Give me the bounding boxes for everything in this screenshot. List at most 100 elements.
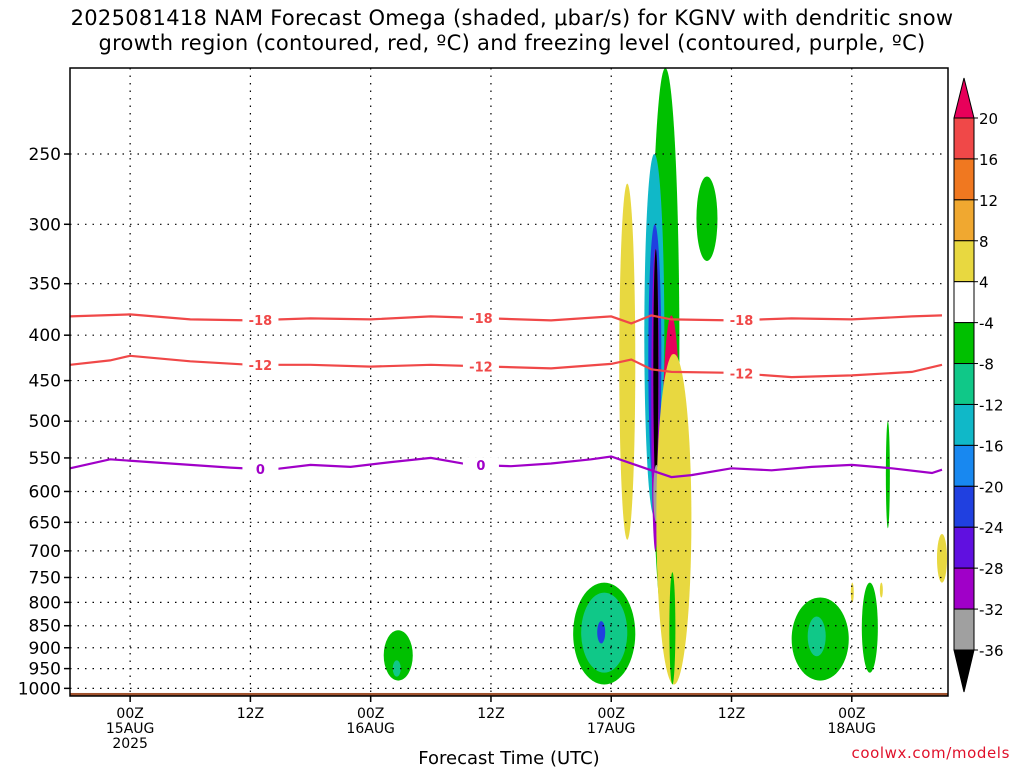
colorbar-segment bbox=[953, 403, 975, 446]
colorbar-segment bbox=[953, 485, 975, 528]
x-axis-title: Forecast Time (UTC) bbox=[418, 748, 599, 768]
colorbar: 20 16 12 8 4 -4 -8 -12 -16 -20 -24 -28 -32 -36 bbox=[953, 77, 1004, 693]
shade-yellow-small-b bbox=[879, 582, 883, 598]
colorbar-label: -36 bbox=[979, 642, 1004, 660]
chart-title-line-2: growth region (contoured, red, ºC) and f… bbox=[98, 31, 926, 55]
contour-label-bg bbox=[462, 358, 499, 375]
shade-teal-day16 bbox=[392, 660, 401, 677]
colorbar-label: 8 bbox=[979, 233, 989, 251]
y-tick-label: 700 bbox=[29, 542, 61, 562]
shade-yellow-left-band bbox=[619, 183, 636, 540]
terrain-fill bbox=[70, 692, 948, 696]
y-tick-label: 1000 bbox=[18, 679, 61, 699]
contour-label: -12 bbox=[469, 360, 493, 375]
shade-yellow-right-edge bbox=[936, 534, 947, 583]
contour-minus18-0: -18 -18 -18 bbox=[69, 310, 943, 329]
colorbar-label: -4 bbox=[979, 315, 994, 333]
contour-minus12-1: -12 -12 -12 bbox=[69, 354, 943, 383]
colorbar-segment bbox=[953, 199, 975, 242]
shade-teal-day18 bbox=[807, 616, 826, 657]
colorbar-segment bbox=[953, 363, 975, 405]
shade-green-sliver-right bbox=[885, 421, 890, 529]
x-tick-label: 2025 bbox=[112, 736, 148, 752]
colorbar-segment bbox=[953, 158, 975, 201]
contour-label: -18 bbox=[730, 314, 754, 329]
contour-label-bg bbox=[462, 310, 499, 327]
y-tick-label: 650 bbox=[29, 513, 61, 533]
contour-line bbox=[69, 455, 943, 479]
y-tick-label: 600 bbox=[29, 482, 61, 502]
x-tick-label: 12Z bbox=[237, 706, 264, 722]
contour-label-bg bbox=[242, 312, 279, 329]
y-tick-label: 800 bbox=[29, 593, 61, 613]
colorbar-segment bbox=[953, 567, 975, 610]
y-tick-label: 750 bbox=[29, 568, 61, 588]
colorbar-segment bbox=[953, 608, 975, 651]
colorbar-segment bbox=[953, 281, 975, 324]
shade-green-day16 bbox=[383, 630, 413, 681]
colorbar-segment bbox=[953, 444, 975, 487]
contour-label-bg bbox=[723, 365, 760, 382]
plot-frame bbox=[69, 67, 949, 697]
shade-green-day18-right bbox=[861, 582, 878, 673]
contour-label: 0 bbox=[256, 463, 265, 478]
x-tick-label: 18AUG bbox=[828, 721, 877, 737]
shade-black-core bbox=[653, 249, 659, 485]
contour-label-bg bbox=[242, 461, 279, 478]
y-tick-label: 900 bbox=[29, 639, 61, 659]
x-tick-label: 00Z bbox=[357, 706, 384, 722]
contour-label: -18 bbox=[249, 314, 273, 329]
colorbar-label: 12 bbox=[979, 192, 998, 210]
x-tick-label: 15AUG bbox=[106, 721, 155, 737]
omega-shading bbox=[383, 68, 947, 685]
contour-label-bg bbox=[462, 457, 499, 474]
contour-label: -12 bbox=[730, 368, 754, 383]
shade-yellow-right-band bbox=[656, 353, 692, 685]
y-tick-label: 950 bbox=[29, 660, 61, 680]
colorbar-label: -16 bbox=[979, 437, 1004, 455]
colorbar-label: -24 bbox=[979, 519, 1004, 537]
colorbar-segment bbox=[953, 117, 975, 160]
colorbar-arrow-top bbox=[953, 77, 975, 119]
contour-label: 0 bbox=[476, 459, 485, 474]
colorbar-segment bbox=[953, 322, 975, 365]
shade-yellow-small-a bbox=[850, 582, 854, 603]
y-axis: 2503003504004505005506006507007508008509… bbox=[18, 145, 70, 699]
contour-line bbox=[69, 354, 943, 379]
shade-green-blob-upper-right bbox=[696, 176, 718, 262]
y-tick-label: 350 bbox=[29, 275, 61, 295]
colorbar-label: 16 bbox=[979, 151, 998, 169]
x-tick-label: 12Z bbox=[718, 706, 745, 722]
shade-blue-lower-left bbox=[597, 621, 606, 644]
colorbar-label: -12 bbox=[979, 396, 1004, 414]
x-tick-label: 00Z bbox=[838, 706, 865, 722]
y-tick-label: 850 bbox=[29, 617, 61, 637]
credit-link[interactable]: coolwx.com/models bbox=[851, 744, 1010, 762]
plot-area bbox=[70, 68, 948, 696]
colorbar-label: 4 bbox=[979, 274, 989, 292]
y-tick-label: 550 bbox=[29, 449, 61, 469]
colorbar-label: -32 bbox=[979, 601, 1004, 619]
y-tick-label: 250 bbox=[29, 145, 61, 165]
chart-title-line-1: 2025081418 NAM Forecast Omega (shaded, μ… bbox=[70, 6, 954, 30]
colorbar-label: 20 bbox=[979, 110, 998, 128]
contour-label-bg bbox=[242, 356, 279, 373]
contour-label-bg bbox=[723, 312, 760, 329]
x-tick-label: 12Z bbox=[477, 706, 504, 722]
x-tick-label: 00Z bbox=[598, 706, 625, 722]
colorbar-label: -8 bbox=[979, 356, 994, 374]
contour-label: -18 bbox=[469, 312, 493, 327]
y-tick-label: 500 bbox=[29, 412, 61, 432]
colorbar-segment bbox=[953, 240, 975, 283]
colorbar-label: -20 bbox=[979, 478, 1004, 496]
colorbar-arrow-bottom bbox=[953, 649, 975, 693]
y-tick-label: 300 bbox=[29, 215, 61, 235]
y-tick-label: 450 bbox=[29, 372, 61, 392]
colorbar-segment bbox=[953, 526, 975, 569]
x-tick-label: 16AUG bbox=[346, 721, 395, 737]
contour-label: -12 bbox=[249, 359, 273, 374]
